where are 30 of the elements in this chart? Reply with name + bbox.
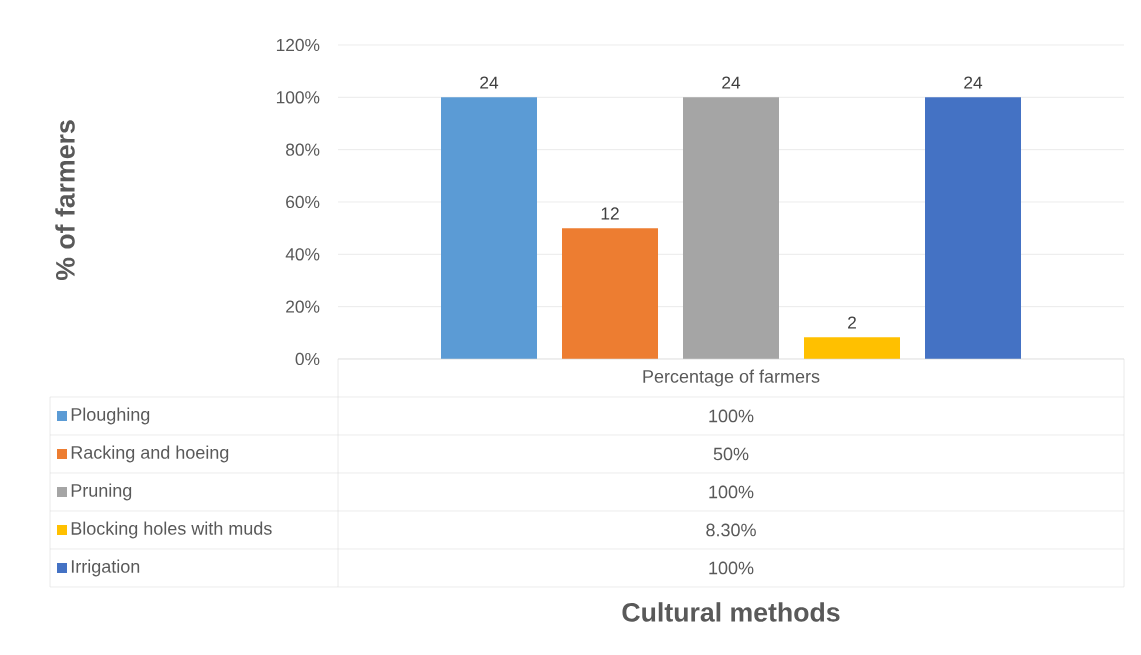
- legend-label: Blocking holes with muds: [71, 521, 272, 539]
- y-tick-label: 0%: [295, 352, 320, 366]
- text: 100%: [709, 409, 754, 423]
- bar: [683, 97, 779, 359]
- y-tick-label: 20%: [286, 300, 320, 313]
- annotation: 2: [848, 316, 856, 329]
- legend-label: Ploughing: [71, 407, 150, 425]
- y-tick-label: 120%: [276, 38, 320, 52]
- text: % of farmers: [55, 120, 75, 281]
- bar: [441, 97, 537, 359]
- annotation: 24: [722, 76, 741, 89]
- bar: [804, 337, 901, 359]
- bar: [925, 97, 1021, 359]
- legend-label: Pruning: [71, 483, 132, 501]
- text: 8.30%: [706, 523, 756, 537]
- bar: [562, 228, 659, 359]
- text: 50%: [713, 447, 749, 461]
- y-tick-label: 100%: [276, 91, 320, 104]
- annotation: 12: [601, 207, 619, 220]
- y-tick-label: 60%: [286, 195, 320, 209]
- text: 100%: [709, 561, 754, 575]
- x-tick-label: Percentage of farmers: [643, 369, 820, 387]
- legend-label: Racking and hoeing: [71, 445, 229, 463]
- annotation: 24: [480, 76, 499, 89]
- y-tick-label: 80%: [286, 143, 320, 156]
- y-tick-label: 40%: [285, 248, 320, 261]
- text: Cultural methods: [622, 602, 840, 622]
- text: 100%: [709, 485, 754, 499]
- legend-label: Irrigation: [71, 559, 140, 577]
- annotation: 24: [964, 76, 983, 89]
